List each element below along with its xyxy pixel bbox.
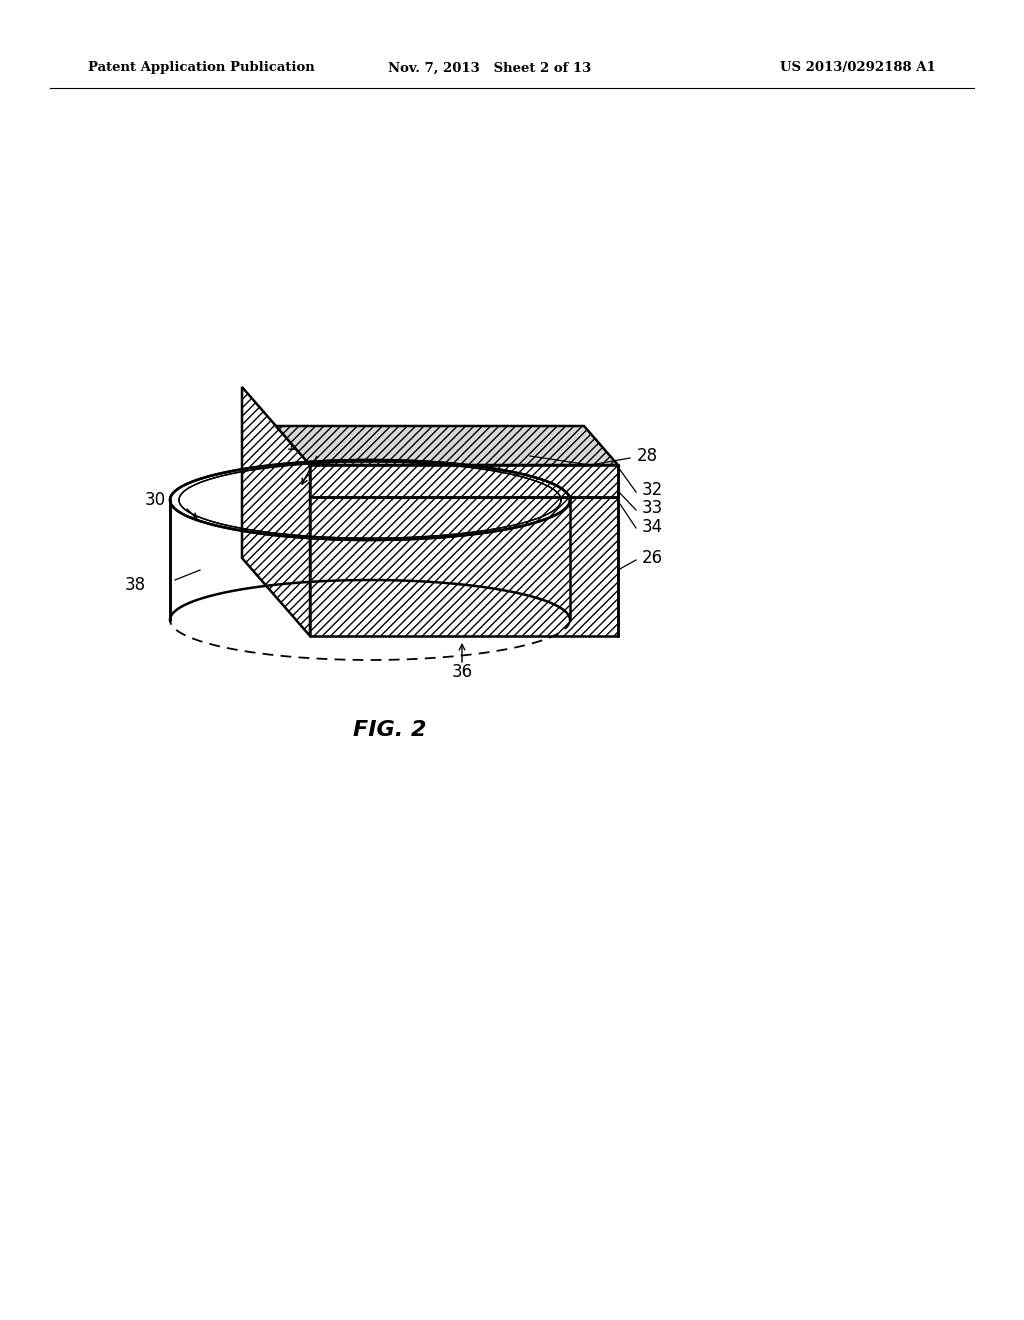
Polygon shape [242, 387, 310, 636]
Text: Patent Application Publication: Patent Application Publication [88, 62, 314, 74]
Text: 26: 26 [642, 549, 664, 568]
Polygon shape [310, 465, 618, 498]
Text: FIG. 2: FIG. 2 [353, 719, 427, 741]
Text: 14: 14 [286, 436, 306, 454]
Polygon shape [310, 498, 618, 636]
Text: 36: 36 [452, 663, 472, 681]
Text: US 2013/0292188 A1: US 2013/0292188 A1 [780, 62, 936, 74]
Polygon shape [170, 500, 570, 620]
Text: 34: 34 [642, 517, 664, 536]
Text: 32: 32 [642, 480, 664, 499]
Text: 28: 28 [637, 447, 658, 465]
Text: Nov. 7, 2013   Sheet 2 of 13: Nov. 7, 2013 Sheet 2 of 13 [388, 62, 592, 74]
Text: 33: 33 [642, 499, 664, 517]
Text: 38: 38 [125, 576, 145, 594]
Polygon shape [276, 426, 618, 465]
Text: 30: 30 [144, 491, 166, 510]
